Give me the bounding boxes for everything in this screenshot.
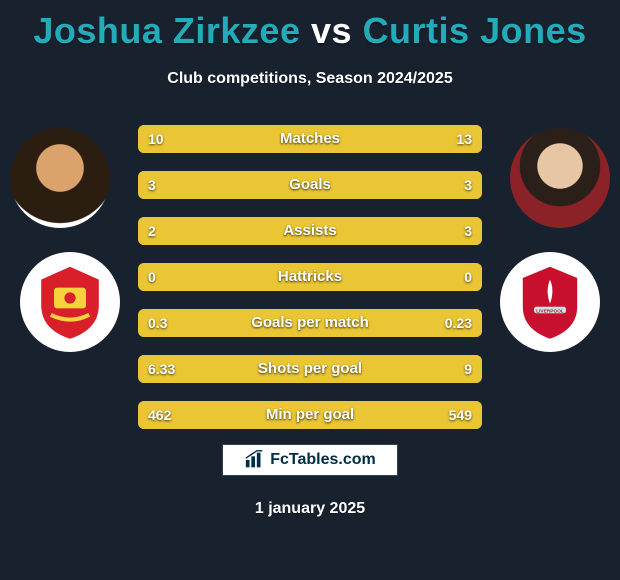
stat-row: 33Goals: [138, 171, 482, 199]
comparison-title: Joshua Zirkzee vs Curtis Jones: [0, 0, 620, 52]
stat-row: 1013Matches: [138, 125, 482, 153]
stat-label: Goals per match: [138, 309, 482, 337]
player1-name: Joshua Zirkzee: [33, 10, 300, 51]
stat-row: 23Assists: [138, 217, 482, 245]
svg-text:LIVERPOOL: LIVERPOOL: [536, 308, 564, 314]
fctables-logo: FcTables.com: [222, 444, 398, 476]
subtitle: Club competitions, Season 2024/2025: [0, 70, 620, 88]
chart-icon: [244, 449, 266, 471]
player2-avatar: [510, 128, 610, 228]
stat-row: 00Hattricks: [138, 263, 482, 291]
stat-label: Min per goal: [138, 401, 482, 429]
player1-avatar-placeholder: [10, 128, 110, 228]
stat-label: Assists: [138, 217, 482, 245]
date-label: 1 january 2025: [0, 500, 620, 518]
player2-name: Curtis Jones: [363, 10, 587, 51]
player2-avatar-placeholder: [510, 128, 610, 228]
stat-label: Hattricks: [138, 263, 482, 291]
stat-label: Shots per goal: [138, 355, 482, 383]
player2-club-crest: LIVERPOOL: [500, 252, 600, 352]
player1-avatar: [10, 128, 110, 228]
stat-label: Goals: [138, 171, 482, 199]
stats-container: 1013Matches 33Goals 23Assists 00Hattricks 0.…: [138, 125, 482, 447]
player1-club-crest: [20, 252, 120, 352]
vs-text: vs: [311, 10, 352, 51]
stat-label: Matches: [138, 125, 482, 153]
logo-text: FcTables.com: [270, 451, 376, 469]
stat-row: 6.339Shots per goal: [138, 355, 482, 383]
stat-row: 0.30.23Goals per match: [138, 309, 482, 337]
stat-row: 462549Min per goal: [138, 401, 482, 429]
